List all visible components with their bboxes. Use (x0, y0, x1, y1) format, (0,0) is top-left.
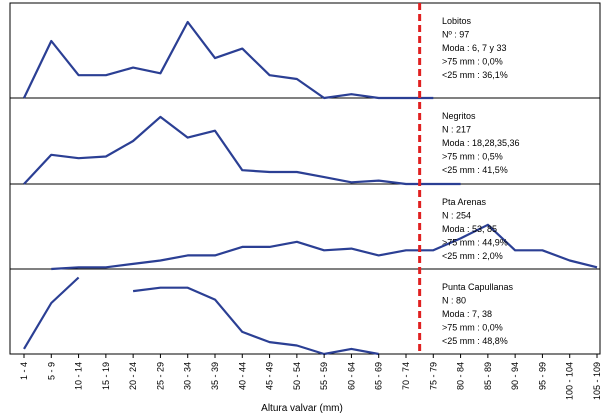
x-tick-label: 25 - 29 (155, 362, 165, 390)
panels: Lobitos Nº : 97 Moda : 6, 7 y 33 >75 mm : 0… (10, 16, 600, 356)
panel-info: Lobitos Nº : 97 Moda : 6, 7 y 33 >75 mm : 0… (442, 16, 508, 80)
panel-4: Punta Capullanas N : 80 Moda : 7, 38 >75 mm… (23, 276, 514, 356)
panel-info: Punta Capullanas N : 80 Moda : 7, 38 >75 mm… (442, 282, 514, 346)
x-tick-label: 100 - 104 (565, 362, 575, 400)
info-line: N : 80 (442, 296, 466, 306)
x-tick-label: 1 - 4 (19, 362, 29, 380)
x-tick-label: 30 - 34 (183, 362, 193, 390)
info-line: <25 mm : 41,5% (442, 165, 508, 175)
info-line: Nº : 97 (442, 30, 469, 40)
info-line: Negritos (442, 111, 476, 121)
x-tick-label: 95 - 99 (537, 362, 547, 390)
info-line: >75 mm : 0,0% (442, 323, 503, 333)
panel-info: Negritos N : 217 Moda : 18,28,35,36 >75 mm … (442, 111, 520, 175)
x-axis: 1 - 4 5 - 9 10 - 14 15 - 19 20 - 24 25 - 29 30… (19, 354, 602, 400)
info-line: <25 mm : 48,8% (442, 336, 508, 346)
info-line: >75 mm : 0,0% (442, 57, 503, 67)
series-line (23, 115, 461, 186)
x-tick-label: 15 - 19 (101, 362, 111, 390)
info-line: >75 mm : 0,5% (442, 152, 503, 162)
series-line (23, 20, 434, 100)
series-line (23, 276, 80, 350)
x-tick-label: 60 - 64 (346, 362, 356, 390)
info-line: Lobitos (442, 16, 472, 26)
x-tick-label: 20 - 24 (128, 362, 138, 390)
x-tick-label: 40 - 44 (237, 362, 247, 390)
info-line: N : 217 (442, 125, 471, 135)
x-tick-label: 65 - 69 (374, 362, 384, 390)
info-line: >75 mm : 44,9% (442, 238, 508, 248)
panel-2: Negritos N : 217 Moda : 18,28,35,36 >75 mm … (10, 111, 600, 186)
series-line (51, 223, 598, 271)
x-tick-label: 80 - 84 (456, 362, 466, 390)
info-line: Moda : 18,28,35,36 (442, 138, 520, 148)
info-line: N : 254 (442, 211, 471, 221)
info-line: Punta Capullanas (442, 282, 514, 292)
x-tick-label: 90 - 94 (510, 362, 520, 390)
x-axis-label: Altura valvar (mm) (261, 403, 343, 413)
series-line (132, 286, 379, 356)
x-tick-label: 10 - 14 (74, 362, 84, 390)
panel-3: Pta Arenas N : 254 Moda : 53, 85 >75 mm : 4… (10, 197, 600, 271)
info-line: <25 mm : 36,1% (442, 70, 508, 80)
x-tick-label: 35 - 39 (210, 362, 220, 390)
x-tick-label: 75 - 79 (428, 362, 438, 390)
x-tick-label: 45 - 49 (265, 362, 275, 390)
info-line: Pta Arenas (442, 197, 487, 207)
x-tick-label: 50 - 54 (292, 362, 302, 390)
chart-frame (9, 2, 601, 355)
info-line: Moda : 7, 38 (442, 309, 492, 319)
x-tick-label: 70 - 74 (401, 362, 411, 390)
x-tick-label: 5 - 9 (46, 362, 56, 380)
info-line: Moda : 6, 7 y 33 (442, 43, 507, 53)
x-tick-label: 55 - 59 (319, 362, 329, 390)
info-line: Moda : 53, 85 (442, 224, 497, 234)
plot-border (9, 2, 601, 355)
panel-info: Pta Arenas N : 254 Moda : 53, 85 >75 mm : 4… (442, 197, 508, 261)
panel-1: Lobitos Nº : 97 Moda : 6, 7 y 33 >75 mm : 0… (10, 16, 600, 100)
x-tick-label: 105 - 109 (592, 362, 602, 400)
x-tick-label: 85 - 89 (483, 362, 493, 390)
info-line: <25 mm : 2,0% (442, 251, 503, 261)
